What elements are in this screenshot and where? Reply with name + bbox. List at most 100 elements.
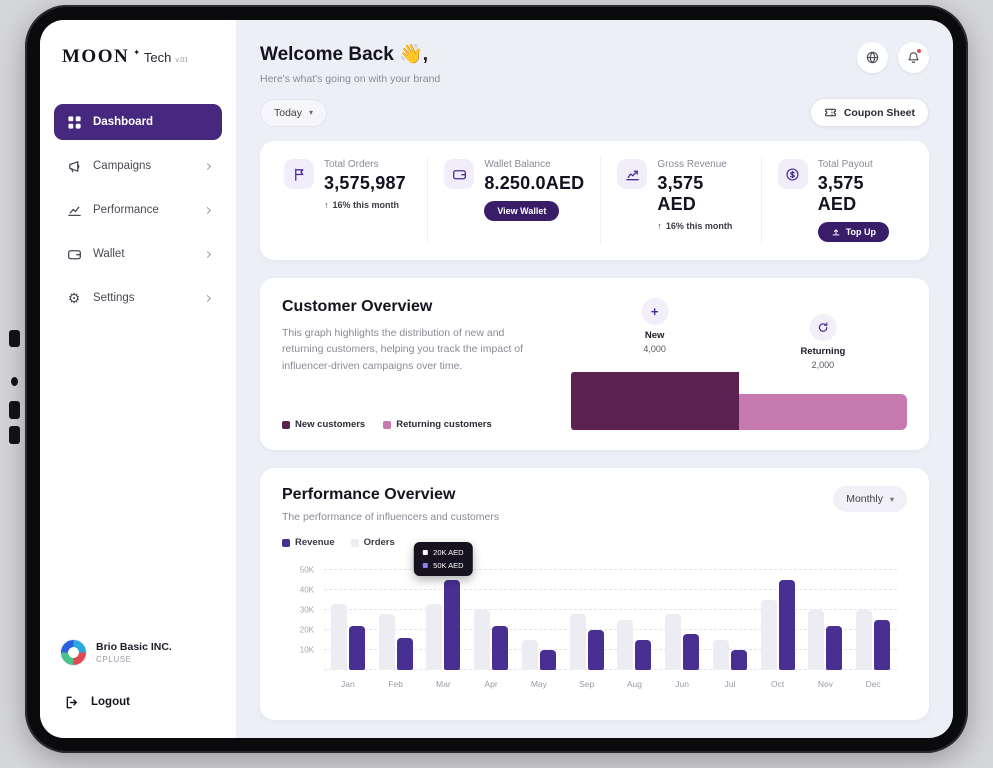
stat-trend: ↑ 16% this month (657, 221, 733, 231)
bar-group-aug[interactable] (611, 570, 659, 670)
main-content: Welcome Back 👋, Here's what's going on w… (236, 20, 953, 738)
revenue-bar[interactable] (826, 626, 843, 670)
sidebar-item-label: Wallet (93, 248, 125, 260)
grid-icon (66, 114, 82, 130)
revenue-bar[interactable] (348, 626, 365, 670)
x-axis-label: Aug (626, 679, 642, 689)
x-axis-label: Jun (675, 679, 689, 689)
new-customers-marker: + New 4,000 (641, 298, 669, 354)
orders-bar[interactable] (665, 614, 682, 670)
y-axis-tick: 10K (299, 645, 314, 655)
stat-label: Total Payout (817, 159, 873, 170)
orders-bar[interactable] (330, 604, 347, 670)
coupon-sheet-button[interactable]: Coupon Sheet (809, 98, 929, 127)
x-axis-label: Nov (817, 679, 833, 689)
chevron-right-icon (203, 294, 212, 302)
orders-bar[interactable] (474, 610, 491, 670)
view-wallet-button[interactable]: View Wallet (484, 201, 560, 221)
bar-group-nov[interactable] (802, 570, 850, 670)
legend-orders: Orders (350, 537, 395, 548)
bar-group-sep[interactable] (563, 570, 611, 670)
customer-graph: + New 4,000 Returning 2,000 (570, 298, 907, 430)
language-globe-button[interactable] (857, 42, 888, 73)
revenue-bar[interactable] (492, 626, 509, 670)
trend-up-arrow-icon: ↑ (657, 221, 662, 231)
sidebar-item-campaigns[interactable]: Campaigns (54, 148, 222, 184)
legend-returning-customers: Returning customers (383, 419, 492, 430)
x-axis-label: Dec (865, 679, 881, 689)
bar-group-jun[interactable] (658, 570, 706, 670)
today-dropdown[interactable]: Today ▾ (260, 98, 328, 127)
stat-label: Wallet Balance (484, 159, 551, 170)
legend-swatch (383, 420, 392, 429)
stat-label: Total Orders (324, 159, 379, 170)
trend-up-arrow-icon: ↑ (324, 200, 329, 210)
orders-bar[interactable] (760, 600, 777, 670)
x-axis-label: Jan (341, 679, 355, 689)
new-customers-bar[interactable] (570, 372, 739, 430)
orders-bar[interactable] (521, 640, 538, 670)
revenue-bar[interactable] (396, 638, 413, 670)
sidebar-item-label: Performance (93, 204, 159, 216)
megaphone-icon (66, 158, 82, 174)
orders-bar[interactable] (378, 614, 395, 670)
account-info[interactable]: Brio Basic INC. CPLUSE (54, 639, 222, 666)
sidebar-item-performance[interactable]: Performance (54, 192, 222, 228)
chart-baseline (324, 669, 897, 670)
gridline: 40K (300, 586, 897, 595)
wallet-icon (66, 246, 82, 262)
revenue-bar[interactable] (539, 650, 556, 670)
notification-badge (916, 48, 922, 54)
sidebar-item-label: Campaigns (93, 160, 152, 172)
y-axis-tick: 40K (299, 585, 314, 595)
bar-group-may[interactable] (515, 570, 563, 670)
stat-value: 3,575 AED (817, 173, 864, 214)
bar-group-jan[interactable] (324, 570, 372, 670)
top-up-button[interactable]: Top Up (817, 222, 890, 242)
sidebar-item-settings[interactable]: ⚙ Settings (54, 280, 222, 316)
bar-group-mar[interactable] (420, 570, 468, 670)
x-axis-label: May (530, 679, 547, 689)
bar-group-jul[interactable] (706, 570, 754, 670)
customer-overview-description: This graph highlights the distribution o… (282, 327, 524, 372)
revenue-bar[interactable] (683, 634, 700, 670)
revenue-bar[interactable] (778, 580, 795, 670)
x-axis-label: Feb (388, 679, 403, 689)
orders-bar[interactable] (569, 614, 586, 670)
revenue-bar[interactable] (635, 640, 652, 670)
orders-bar[interactable] (712, 640, 729, 670)
tooltip-swatch (423, 550, 429, 555)
chart-bars (324, 570, 897, 670)
orders-bar[interactable] (617, 620, 634, 670)
sidebar-item-dashboard[interactable]: Dashboard (54, 104, 222, 140)
orders-bar[interactable] (426, 604, 443, 670)
monthly-dropdown[interactable]: Monthly ▾ (833, 486, 907, 512)
bar-group-oct[interactable] (754, 570, 802, 670)
revenue-bar[interactable] (730, 650, 747, 670)
gridline: 20K (300, 626, 897, 635)
revenue-bar[interactable] (587, 630, 604, 670)
sidebar-item-wallet[interactable]: Wallet (54, 236, 222, 272)
orders-bar[interactable] (808, 610, 825, 670)
logout-button[interactable]: Logout (54, 686, 222, 718)
orders-bar[interactable] (856, 610, 873, 670)
brand-version: v.01 (175, 57, 189, 64)
notifications-button[interactable] (898, 42, 929, 73)
bell-icon (908, 52, 919, 64)
sidebar-item-label: Settings (93, 292, 135, 304)
bar-group-dec[interactable] (849, 570, 897, 670)
upload-icon (832, 229, 839, 236)
revenue-bar[interactable] (444, 580, 461, 670)
legend-swatch (350, 538, 359, 547)
chart-plot: 10K 20K 30K 40K 50K 20K AED 50K AED (300, 542, 897, 670)
orders-flag-icon (284, 159, 314, 189)
company-avatar (60, 639, 87, 666)
bar-group-feb[interactable] (372, 570, 420, 670)
returning-customers-bar[interactable] (738, 394, 907, 430)
x-axis-label: Jul (724, 679, 736, 689)
revenue-bar[interactable] (874, 620, 891, 670)
sidebar-item-label: Dashboard (93, 116, 154, 128)
dollar-circle-icon (777, 159, 808, 189)
wallet-icon (444, 159, 475, 189)
bar-group-apr[interactable] (467, 570, 515, 670)
